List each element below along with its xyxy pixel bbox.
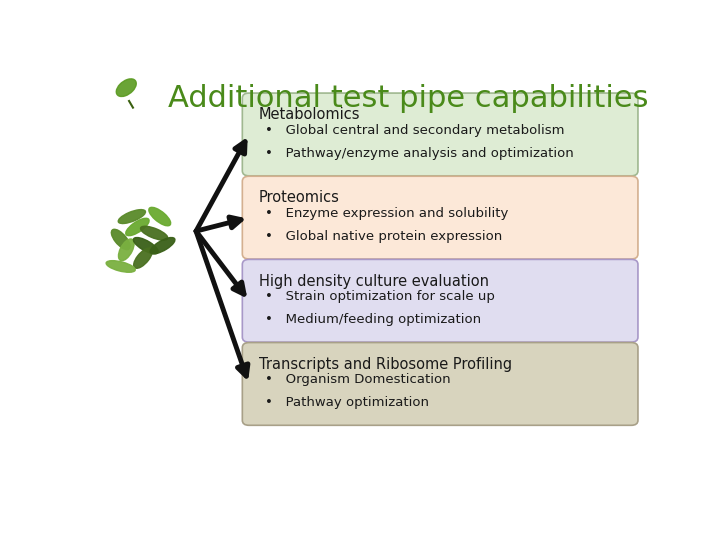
Ellipse shape <box>116 79 136 97</box>
Ellipse shape <box>140 226 168 240</box>
Text: Proteomics: Proteomics <box>259 191 340 205</box>
Text: •   Pathway optimization: • Pathway optimization <box>265 396 428 409</box>
Text: Additional test pipe capabilities: Additional test pipe capabilities <box>168 84 648 112</box>
FancyBboxPatch shape <box>243 342 638 426</box>
Text: •   Global native protein expression: • Global native protein expression <box>265 230 502 243</box>
Ellipse shape <box>150 238 175 254</box>
FancyBboxPatch shape <box>243 259 638 342</box>
Text: •   Enzyme expression and solubility: • Enzyme expression and solubility <box>265 207 508 220</box>
FancyBboxPatch shape <box>243 93 638 176</box>
Text: Transcripts and Ribosome Profiling: Transcripts and Ribosome Profiling <box>259 357 512 372</box>
Text: High density culture evaluation: High density culture evaluation <box>259 274 489 288</box>
Text: •   Global central and secondary metabolism: • Global central and secondary metabolis… <box>265 124 564 137</box>
Text: •   Organism Domestication: • Organism Domestication <box>265 373 450 386</box>
Text: •   Strain optimization for scale up: • Strain optimization for scale up <box>265 290 495 303</box>
Ellipse shape <box>126 218 149 235</box>
Ellipse shape <box>118 210 145 224</box>
Ellipse shape <box>134 248 153 268</box>
FancyBboxPatch shape <box>243 176 638 259</box>
Ellipse shape <box>133 238 158 254</box>
Ellipse shape <box>149 207 171 226</box>
Text: •   Pathway/enzyme analysis and optimization: • Pathway/enzyme analysis and optimizati… <box>265 147 573 160</box>
Ellipse shape <box>119 239 134 261</box>
Ellipse shape <box>112 230 130 249</box>
Text: •   Medium/feeding optimization: • Medium/feeding optimization <box>265 313 481 326</box>
Text: Metabolomics: Metabolomics <box>259 107 361 122</box>
Ellipse shape <box>106 261 135 272</box>
